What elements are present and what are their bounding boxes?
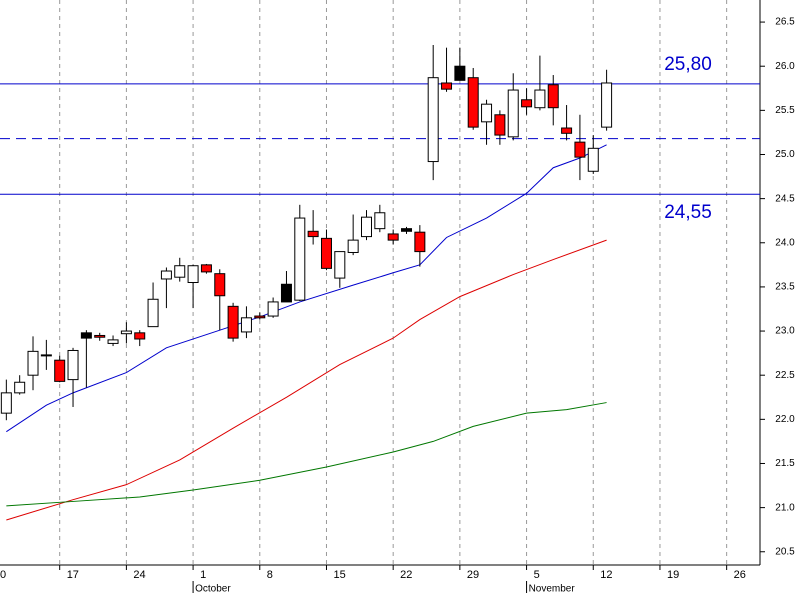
candle-body xyxy=(320,237,332,269)
candle-body xyxy=(307,230,319,238)
y-tick-label: 25.0 xyxy=(775,149,795,160)
y-tick-label: 24.0 xyxy=(775,237,795,248)
y-tick-label: 25.5 xyxy=(775,105,795,116)
y-tick-label: 21.0 xyxy=(775,502,795,513)
x-tick-label: 17 xyxy=(67,569,79,581)
level-label: 24,55 xyxy=(664,202,712,223)
x-tick-label: 1 xyxy=(200,569,206,581)
candle-body xyxy=(441,82,453,90)
x-tick-label: 24 xyxy=(133,569,145,581)
candle-body xyxy=(401,228,413,232)
candle-body xyxy=(280,283,292,303)
moving-average xyxy=(6,239,607,521)
x-tick-label: 5 xyxy=(534,569,540,581)
month-label: November xyxy=(529,584,576,595)
x-tick-label: 8 xyxy=(267,569,273,581)
candle-body xyxy=(494,114,506,136)
level-label: 25,80 xyxy=(664,54,712,75)
candle-body xyxy=(574,141,586,158)
candle-body xyxy=(94,334,106,338)
y-tick-label: 26.0 xyxy=(775,61,795,72)
candle-body xyxy=(187,265,199,283)
month-label: October xyxy=(195,584,231,595)
candle-body xyxy=(601,82,613,128)
candle-body xyxy=(214,273,226,297)
candle-body xyxy=(160,270,172,280)
candle-body xyxy=(147,298,159,328)
y-tick-label: 23.5 xyxy=(775,282,795,293)
candle-body xyxy=(0,392,12,414)
y-tick-label: 24.5 xyxy=(775,193,795,204)
candle-body xyxy=(294,217,306,301)
moving-average xyxy=(6,402,607,507)
x-tick-label: 12 xyxy=(600,569,612,581)
y-tick-label: 22.5 xyxy=(775,370,795,381)
candle-body xyxy=(507,89,519,138)
candle-body xyxy=(254,315,266,319)
candle-body xyxy=(14,381,26,394)
candle-body xyxy=(387,233,399,241)
candle-body xyxy=(54,359,66,382)
y-tick-label: 21.5 xyxy=(775,458,795,469)
candle-body xyxy=(427,77,439,163)
candle-body xyxy=(587,147,599,172)
candle-body xyxy=(107,339,119,344)
candle-body xyxy=(481,103,493,123)
candle-body xyxy=(547,84,559,109)
candle-body xyxy=(360,216,372,238)
x-tick-label: 15 xyxy=(333,569,345,581)
candle-body xyxy=(334,251,346,279)
candle-body xyxy=(240,317,252,333)
candle-body xyxy=(374,212,386,230)
candle-body xyxy=(80,332,92,339)
candle-body xyxy=(67,349,79,381)
candle-body xyxy=(174,265,186,278)
candle-body xyxy=(521,99,533,108)
candle-body xyxy=(347,239,359,253)
candle-body xyxy=(27,350,39,376)
x-tick-label: 26 xyxy=(734,569,746,581)
x-tick-label: 19 xyxy=(667,569,679,581)
candle-body xyxy=(40,354,52,357)
x-tick-label: 0 xyxy=(0,569,6,581)
y-tick-label: 23.0 xyxy=(775,326,795,337)
candle-body xyxy=(200,264,212,273)
y-tick-label: 22.0 xyxy=(775,414,795,425)
candle-body xyxy=(134,332,146,340)
y-tick-label: 26.5 xyxy=(775,17,795,28)
candle-body xyxy=(120,330,132,335)
moving-average xyxy=(6,144,607,433)
candle-body xyxy=(454,65,466,81)
candle-body xyxy=(227,305,239,339)
candle-body xyxy=(534,89,546,109)
candle-body xyxy=(561,127,573,134)
candle-body xyxy=(414,231,426,253)
y-tick-label: 20.5 xyxy=(775,546,795,557)
x-tick-label: 22 xyxy=(400,569,412,581)
candle-body xyxy=(467,77,479,128)
x-tick-label: 29 xyxy=(467,569,479,581)
candle-body xyxy=(267,301,279,317)
